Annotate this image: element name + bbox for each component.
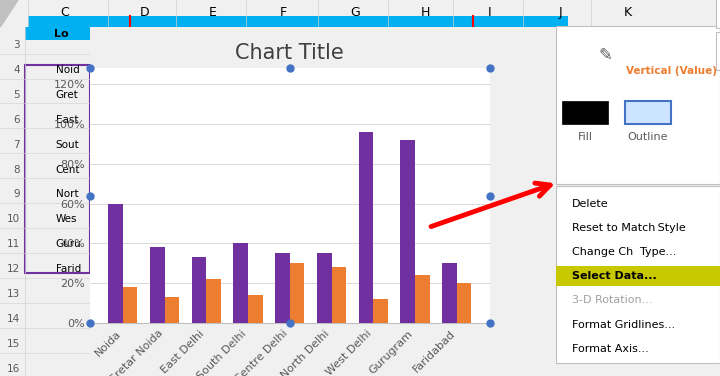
- Text: Outline: Outline: [628, 132, 668, 142]
- Text: 15: 15: [6, 339, 20, 349]
- Text: Gret: Gret: [56, 90, 78, 100]
- FancyBboxPatch shape: [28, 16, 568, 27]
- Bar: [456, 284, 472, 323]
- Text: F: F: [279, 6, 287, 19]
- FancyBboxPatch shape: [25, 27, 90, 39]
- Bar: [373, 299, 388, 323]
- Bar: [207, 279, 221, 323]
- Text: 11: 11: [6, 240, 20, 249]
- Text: C: C: [60, 6, 69, 19]
- Text: 3-D Rotation...: 3-D Rotation...: [572, 296, 653, 305]
- Text: 8: 8: [13, 165, 20, 174]
- Text: Farid: Farid: [56, 264, 81, 274]
- Text: Wes: Wes: [56, 214, 77, 224]
- Text: 10: 10: [6, 214, 20, 224]
- FancyBboxPatch shape: [716, 32, 720, 70]
- Text: D: D: [140, 6, 150, 19]
- Text: Sout: Sout: [56, 139, 79, 150]
- FancyBboxPatch shape: [556, 186, 720, 363]
- Text: Fill: Fill: [578, 132, 593, 142]
- Polygon shape: [0, 0, 18, 27]
- Bar: [233, 244, 248, 323]
- Text: Noid: Noid: [56, 65, 79, 75]
- Text: Format Gridlines...: Format Gridlines...: [572, 320, 675, 329]
- FancyBboxPatch shape: [556, 265, 720, 286]
- FancyBboxPatch shape: [562, 100, 608, 124]
- Text: Delete: Delete: [572, 199, 609, 209]
- Bar: [317, 253, 331, 323]
- Text: Cent: Cent: [56, 165, 81, 174]
- FancyBboxPatch shape: [556, 26, 720, 184]
- Text: I: I: [488, 6, 492, 19]
- Text: 3: 3: [13, 40, 20, 50]
- Bar: [442, 264, 456, 323]
- Text: J: J: [558, 6, 562, 19]
- Bar: [400, 139, 415, 323]
- Bar: [123, 287, 138, 323]
- Text: East: East: [56, 115, 78, 125]
- Bar: [275, 253, 289, 323]
- Bar: [165, 297, 179, 323]
- Text: 13: 13: [6, 289, 20, 299]
- Text: Change Ch   Type...: Change Ch Type...: [572, 247, 677, 257]
- Text: G: G: [350, 6, 360, 19]
- Text: 7: 7: [13, 139, 20, 150]
- FancyBboxPatch shape: [625, 100, 671, 124]
- Bar: [150, 247, 165, 323]
- Bar: [359, 132, 373, 323]
- Text: 9: 9: [13, 190, 20, 200]
- Text: 12: 12: [6, 264, 20, 274]
- Text: Guru: Guru: [56, 240, 81, 249]
- Text: 6: 6: [13, 115, 20, 125]
- Bar: [289, 264, 305, 323]
- Text: Vertical (Value): Vertical (Value): [626, 65, 716, 76]
- Text: 14: 14: [6, 314, 20, 324]
- Bar: [331, 267, 346, 323]
- Text: Reset to Match Style: Reset to Match Style: [572, 223, 686, 233]
- Title: Chart Title: Chart Title: [235, 43, 344, 63]
- Text: ✎: ✎: [598, 46, 612, 64]
- Bar: [108, 203, 123, 323]
- Text: E: E: [209, 6, 217, 19]
- Text: 4: 4: [13, 65, 20, 75]
- Text: 16: 16: [6, 364, 20, 374]
- Bar: [415, 275, 430, 323]
- Text: Select Data...: Select Data...: [572, 271, 657, 281]
- Text: K: K: [624, 6, 632, 19]
- Text: H: H: [420, 6, 430, 19]
- Text: 5: 5: [13, 90, 20, 100]
- Text: Nort: Nort: [56, 190, 78, 200]
- FancyBboxPatch shape: [716, 0, 720, 28]
- Bar: [248, 296, 263, 323]
- Text: Format Axis...: Format Axis...: [572, 344, 649, 354]
- Text: Lo: Lo: [54, 29, 68, 39]
- Bar: [192, 258, 207, 323]
